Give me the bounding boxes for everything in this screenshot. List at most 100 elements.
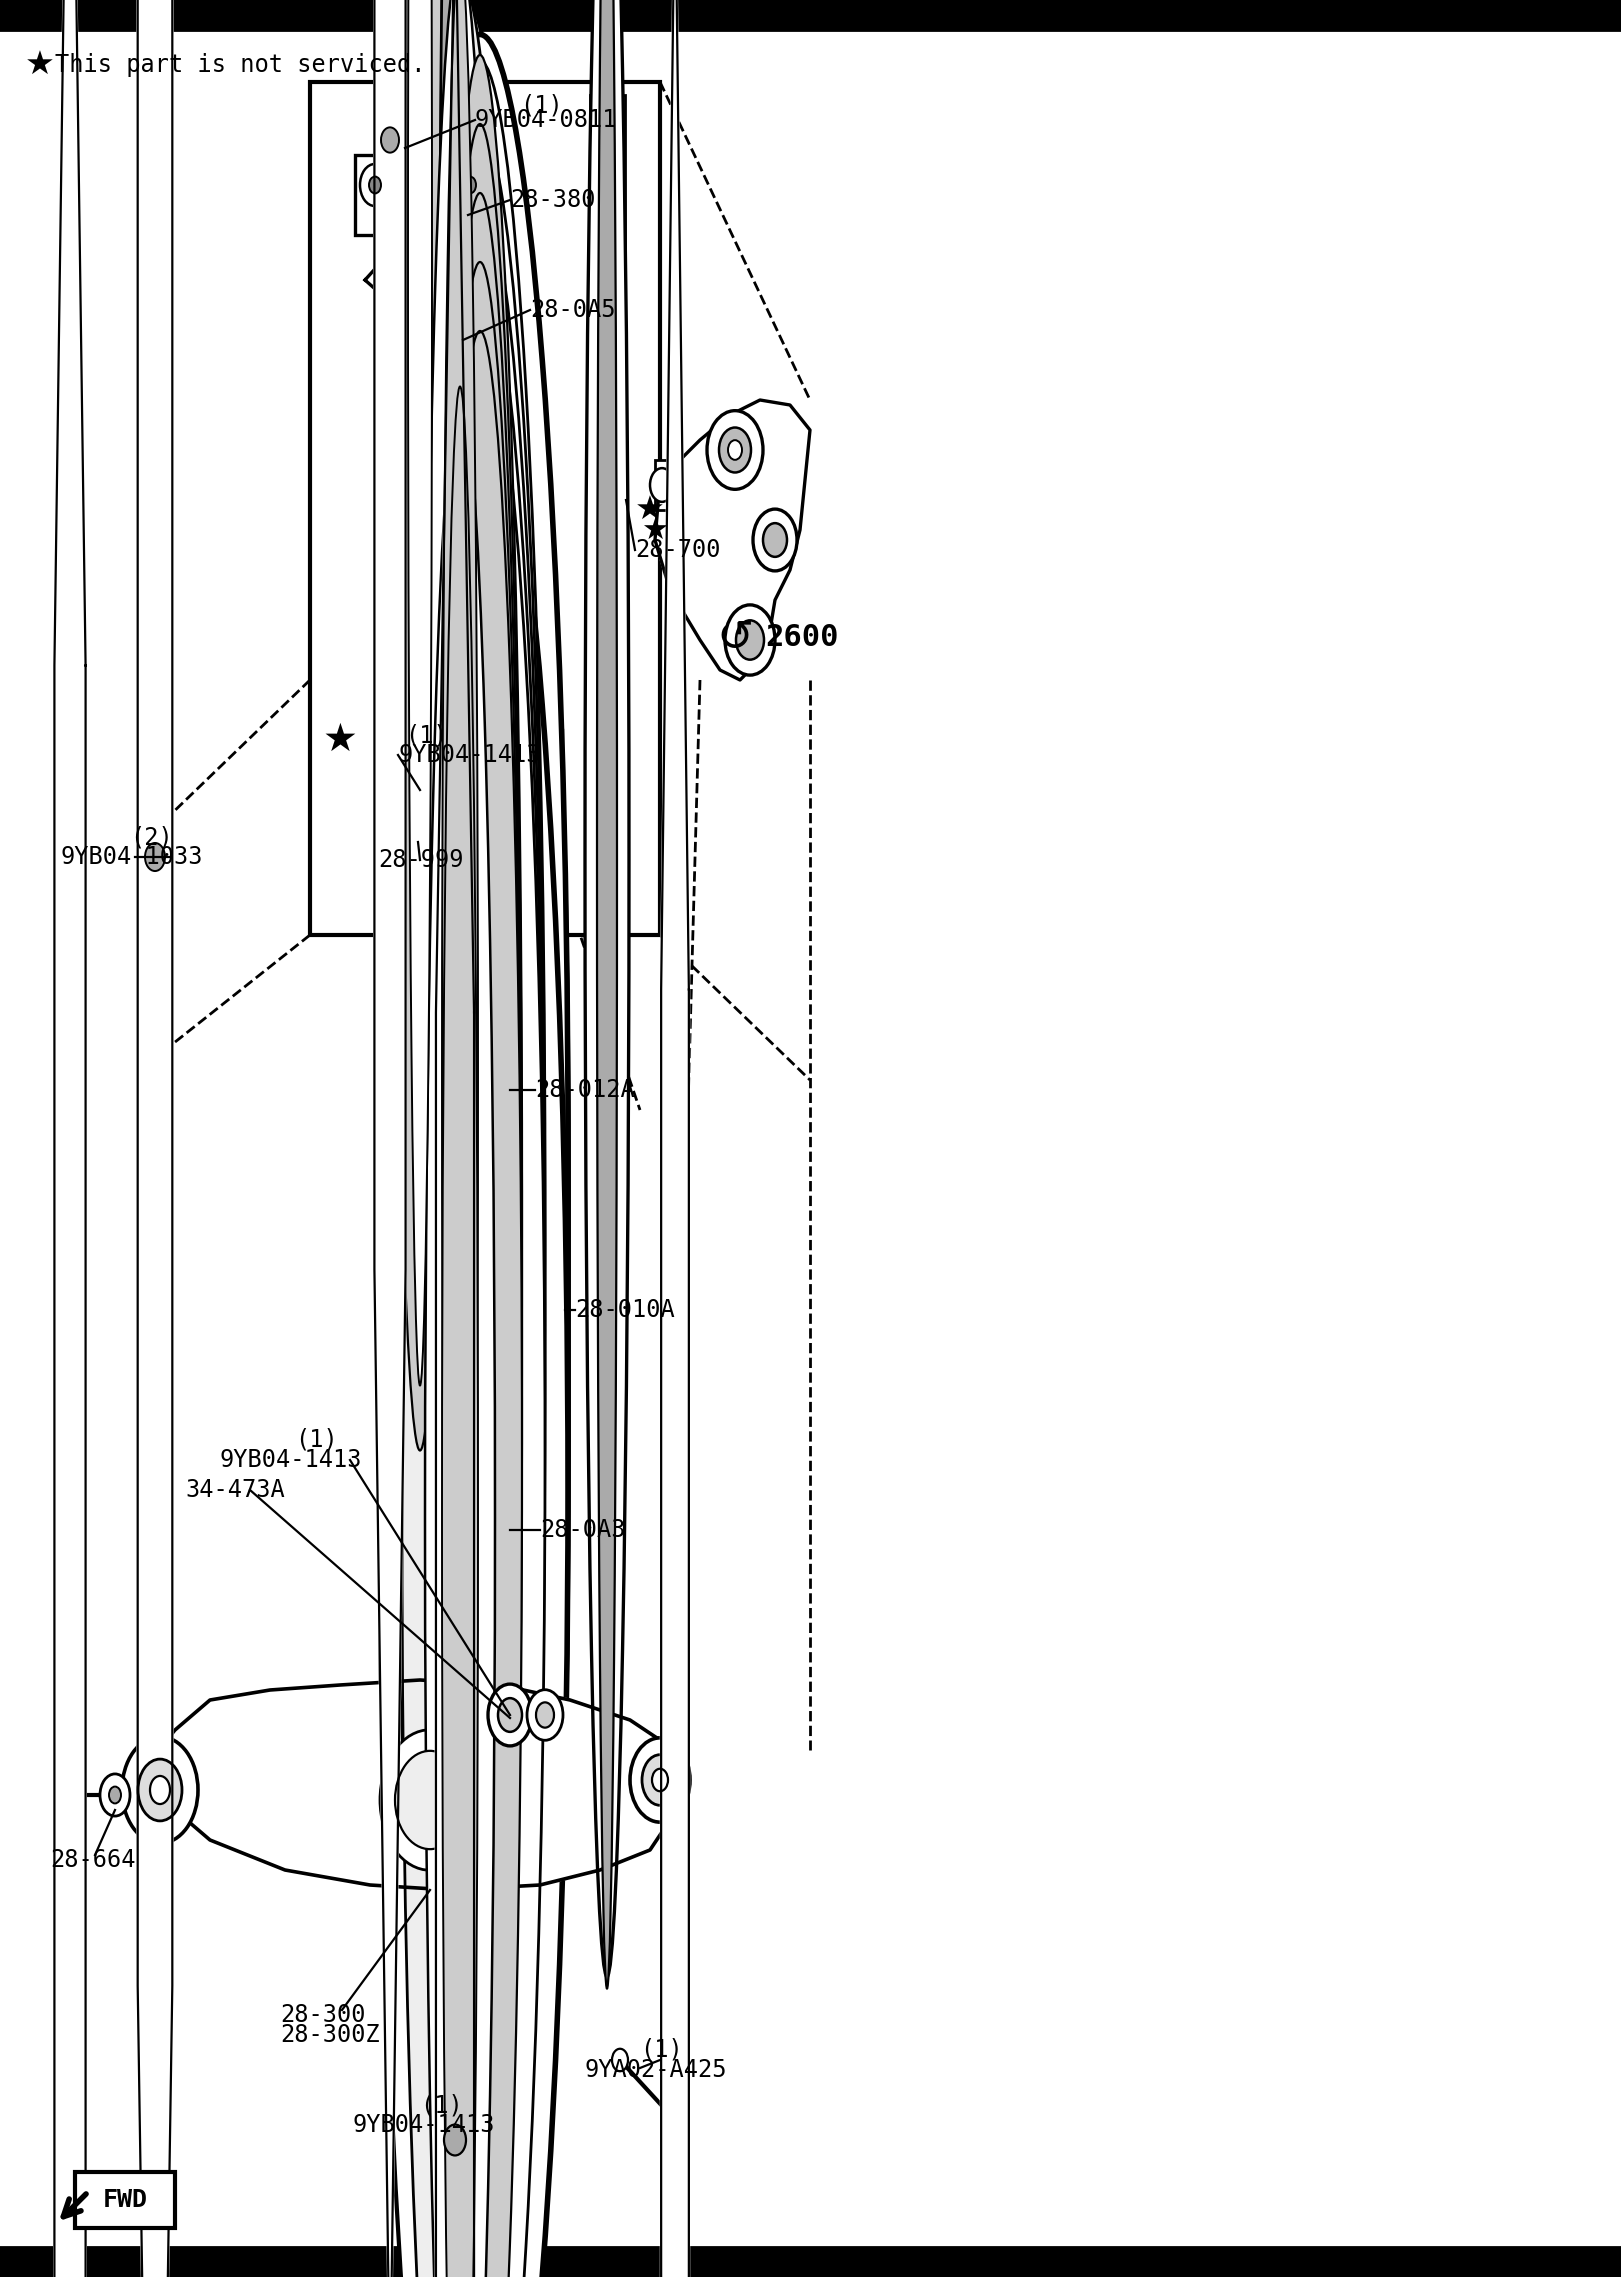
Ellipse shape	[425, 394, 494, 2277]
Circle shape	[720, 428, 751, 471]
Text: ★: ★	[642, 515, 669, 544]
Ellipse shape	[378, 0, 462, 1794]
Circle shape	[736, 619, 763, 660]
Circle shape	[728, 439, 742, 460]
Ellipse shape	[392, 207, 567, 2277]
Ellipse shape	[420, 0, 480, 1960]
Bar	[378, 549, 462, 738]
Polygon shape	[365, 175, 499, 339]
Polygon shape	[55, 0, 86, 2277]
Ellipse shape	[585, 0, 629, 1976]
Polygon shape	[138, 0, 172, 2277]
Ellipse shape	[392, 34, 567, 2257]
Ellipse shape	[402, 414, 519, 2277]
Circle shape	[138, 1760, 182, 1822]
Ellipse shape	[383, 0, 460, 1874]
Text: 28-010A: 28-010A	[575, 1298, 674, 1323]
Circle shape	[763, 524, 788, 558]
Ellipse shape	[378, 0, 462, 1444]
Text: 9YB04-0811: 9YB04-0811	[475, 107, 618, 132]
Circle shape	[707, 410, 763, 490]
Text: ★: ★	[635, 494, 665, 526]
Ellipse shape	[438, 0, 462, 1972]
Text: 34-473A: 34-473A	[185, 1478, 285, 1503]
Ellipse shape	[392, 68, 567, 2277]
Ellipse shape	[438, 330, 522, 2277]
Circle shape	[109, 1787, 122, 1803]
Bar	[655, 460, 674, 510]
Text: (2): (2)	[130, 827, 173, 849]
Circle shape	[642, 1756, 678, 1806]
Text: ↺: ↺	[716, 617, 754, 660]
Text: 9YB04-1413: 9YB04-1413	[220, 1448, 363, 1471]
Text: 9YA02-A425: 9YA02-A425	[585, 2058, 728, 2081]
Text: 28-0A3: 28-0A3	[540, 1519, 626, 1542]
Text: 28-700: 28-700	[635, 537, 720, 562]
Circle shape	[444, 2124, 465, 2156]
Ellipse shape	[415, 269, 545, 2277]
Text: 28-0A5: 28-0A5	[530, 298, 616, 321]
Text: 28-664: 28-664	[50, 1849, 136, 1872]
Ellipse shape	[392, 346, 567, 2277]
Text: (1): (1)	[520, 93, 562, 116]
Text: (1): (1)	[295, 1428, 337, 1453]
Bar	[383, 540, 460, 749]
Bar	[355, 155, 490, 235]
Circle shape	[631, 1737, 691, 1822]
Circle shape	[381, 128, 399, 153]
Text: 28-012A: 28-012A	[535, 1077, 635, 1102]
Text: 2600: 2600	[765, 624, 838, 653]
Ellipse shape	[425, 0, 494, 2200]
Bar	[0, 0, 1621, 30]
Text: 9YB04-1033: 9YB04-1033	[60, 845, 203, 870]
Ellipse shape	[597, 0, 618, 1988]
Text: ★: ★	[323, 722, 358, 758]
Ellipse shape	[392, 0, 447, 1450]
Bar	[379, 335, 460, 531]
Ellipse shape	[378, 0, 462, 1742]
Circle shape	[527, 1690, 562, 1740]
Ellipse shape	[378, 0, 462, 1769]
Polygon shape	[130, 1680, 679, 1890]
Ellipse shape	[392, 276, 567, 2277]
Circle shape	[650, 469, 674, 501]
Text: 28-380: 28-380	[511, 189, 595, 212]
Circle shape	[144, 842, 165, 872]
Ellipse shape	[443, 0, 478, 2206]
Text: This part is not serviced.: This part is not serviced.	[55, 52, 425, 77]
Circle shape	[370, 178, 381, 194]
Bar	[0, 2247, 1621, 2277]
Circle shape	[725, 606, 775, 674]
Ellipse shape	[374, 0, 465, 1364]
Ellipse shape	[391, 0, 451, 1373]
Text: FWD: FWD	[102, 2188, 148, 2211]
Ellipse shape	[415, 337, 545, 2277]
Ellipse shape	[415, 130, 545, 2277]
Ellipse shape	[438, 0, 462, 1922]
Circle shape	[464, 178, 477, 194]
Circle shape	[379, 1731, 480, 1869]
Circle shape	[537, 1703, 554, 1728]
Text: ★: ★	[24, 48, 55, 82]
Text: 28-300: 28-300	[280, 2004, 365, 2027]
Text: (1): (1)	[405, 724, 447, 747]
Ellipse shape	[378, 0, 462, 1664]
Ellipse shape	[438, 262, 522, 2277]
Ellipse shape	[415, 198, 545, 2277]
Bar	[310, 82, 660, 936]
Text: 28-300Z: 28-300Z	[280, 2022, 379, 2047]
Circle shape	[754, 510, 798, 572]
Ellipse shape	[415, 61, 545, 2277]
Ellipse shape	[378, 0, 462, 1690]
Ellipse shape	[378, 0, 462, 1664]
Ellipse shape	[420, 0, 480, 1910]
Polygon shape	[661, 0, 689, 2277]
Circle shape	[613, 2049, 627, 2072]
Ellipse shape	[392, 380, 567, 2277]
Ellipse shape	[383, 0, 460, 1664]
Ellipse shape	[386, 0, 535, 2193]
Ellipse shape	[405, 0, 515, 2204]
Ellipse shape	[443, 387, 478, 2277]
Circle shape	[488, 1685, 532, 1746]
Circle shape	[498, 1699, 522, 1733]
